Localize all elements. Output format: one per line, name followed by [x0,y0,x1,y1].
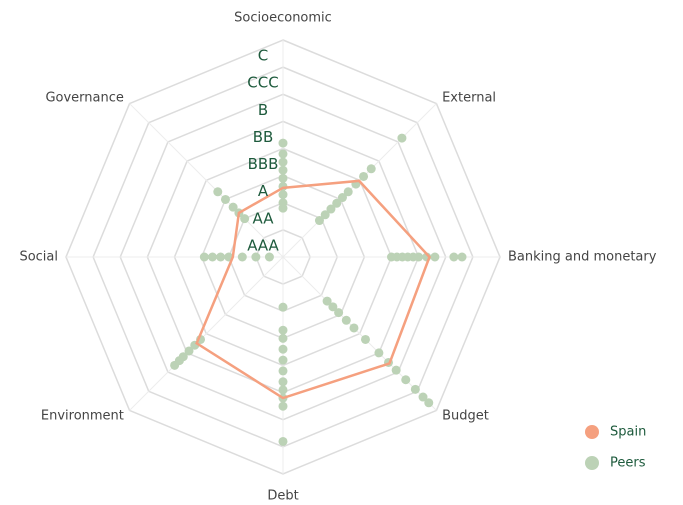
axis-label: Socioeconomic [234,11,332,26]
peer-dot [278,190,288,200]
peer-dot [334,308,344,318]
labels: Socioeconomic External Banking and monetar… [19,11,656,504]
peer-dot [278,366,288,376]
axis-label: Social [19,250,58,265]
peer-dot [278,377,288,387]
peer-dot [278,173,288,183]
legend-swatch [585,456,599,470]
peer-dot [343,187,353,197]
peer-dot [278,344,288,354]
axis-label: Banking and monetary [508,250,657,265]
peer-dot [220,194,230,204]
peer-dot [424,398,434,408]
r-tick-label: BBB [248,155,279,173]
axis-label: External [442,90,496,105]
peer-dot [397,133,407,143]
peer-dot [328,302,338,312]
peer-dot [278,138,288,148]
peer-dot [430,252,440,262]
axis-label: Environment [41,409,124,424]
peer-dot [332,198,342,208]
peer-dot [322,296,332,306]
spoke [129,256,284,411]
peer-dot [199,252,209,262]
legend-label: Peers [610,456,646,471]
peer-dot [326,204,336,214]
peer-dot [264,252,274,262]
spoke [282,256,437,411]
peer-dot [278,157,288,167]
series-line [195,179,431,400]
peer-dot [414,252,424,262]
peer-dot [278,302,288,312]
peer-dot [374,348,384,358]
peer-dot [418,392,428,402]
peer-dot [410,384,420,394]
peer-dot [278,401,288,411]
peer-dot [228,202,238,212]
peer-dot [278,325,288,335]
peer-dot [401,375,411,385]
peer-dot [278,149,288,159]
peer-dot [349,323,359,333]
peer-dot [213,187,223,197]
peer-dot [314,216,324,226]
r-tick-label: BB [253,128,274,146]
peer-dot [341,315,351,325]
peer-dot [320,210,330,220]
peer-dot [170,360,180,370]
peer-dot [240,214,250,224]
peer-dot [457,252,467,262]
peer-dot [237,252,247,262]
peer-dot [278,333,288,343]
peer-dot [278,355,288,365]
peer-dot [278,165,288,175]
peer-dot [207,252,217,262]
spoke [129,103,284,258]
peer-dot [251,252,261,262]
axis-label: Governance [45,90,123,105]
peer-dot [337,193,347,203]
legend: Spain Peers [585,425,646,471]
marks [170,133,467,446]
legend-label: Spain [610,425,646,440]
peer-dot [449,252,459,262]
legend-swatch [585,425,599,439]
r-tick-label: AAA [247,236,279,254]
r-tick-label: CCC [247,74,278,92]
axis-label: Budget [442,409,489,424]
peer-dot [359,171,369,181]
r-tick-label: C [258,47,268,65]
r-tick-label: A [258,182,269,200]
r-tick-label: B [258,101,268,119]
peer-dot [391,365,401,375]
peer-dot [366,164,376,174]
peer-dot [278,385,288,395]
peer-dot [278,436,288,446]
peer-dot [184,346,194,356]
peer-dot [360,334,370,344]
peer-dot [216,252,226,262]
axis-label: Debt [267,489,298,504]
peer-dot [278,198,288,208]
r-tick-label: AA [253,209,275,227]
